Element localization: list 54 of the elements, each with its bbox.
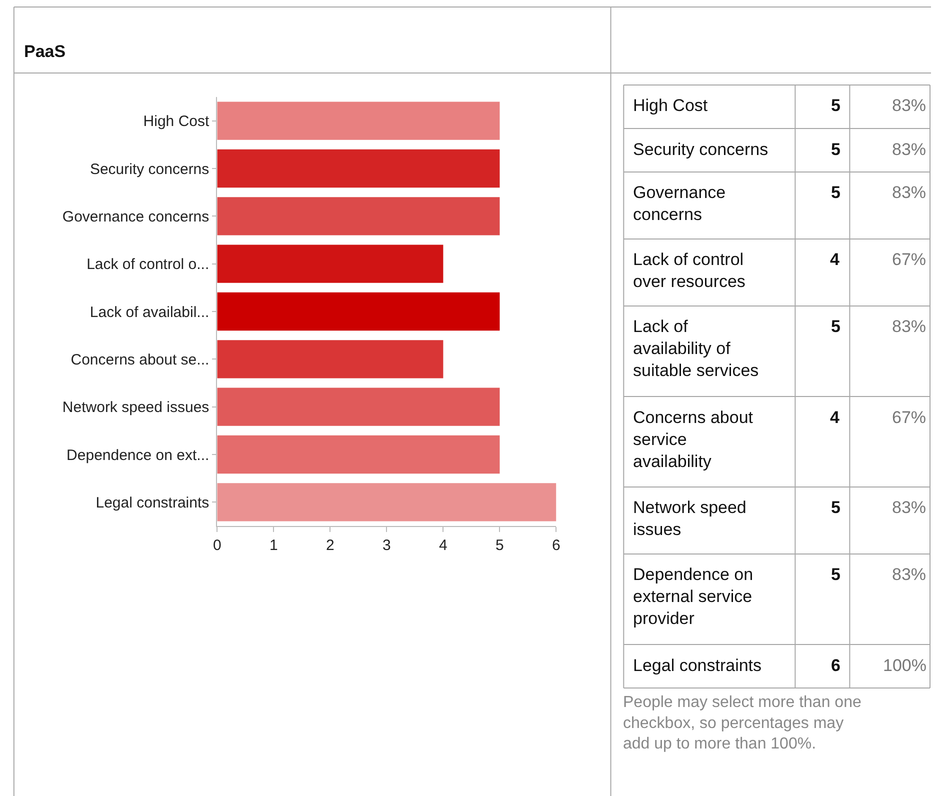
data-label: 5 (831, 498, 840, 517)
data-label: 83% (892, 140, 926, 159)
data-label: 4 (830, 408, 840, 427)
data-label: 5 (831, 565, 840, 584)
data-label: 83% (892, 183, 926, 202)
data-label: 5 (831, 140, 840, 159)
text: People may select more than one checkbox, so percentages may add up to more than 100%. (623, 694, 862, 753)
y-tick-label: Governance concerns (62, 208, 210, 226)
data-label: 83% (892, 317, 926, 336)
bar (217, 388, 500, 426)
bar (217, 435, 500, 474)
category-label: Lack of availability of suitable services (633, 317, 759, 380)
y-tick-label: Dependence on ext... (66, 446, 210, 464)
data-label: 4 (830, 250, 840, 269)
bar (217, 292, 500, 331)
x-tick-label: 0 (212, 537, 222, 554)
x-tick-label: 6 (552, 537, 560, 554)
category-label: Network speed issues (633, 498, 746, 540)
y-tick-label: Concerns about se... (70, 351, 210, 368)
bar (217, 102, 500, 140)
bar (217, 340, 444, 378)
data-label: 83% (892, 565, 926, 584)
x-tick-label: 1 (270, 537, 278, 554)
data-label: 5 (831, 317, 840, 336)
data-label: 83% (892, 498, 926, 517)
category-label: High Cost (633, 96, 708, 115)
data-label: 83% (892, 96, 926, 115)
y-tick-label: High Cost (143, 113, 210, 130)
bar (217, 149, 500, 188)
y-tick-label: Legal constraints (96, 494, 210, 512)
category-label: Lack of control over resources (633, 250, 746, 292)
data-label: 67% (892, 250, 926, 269)
y-tick-label: Lack of control o... (86, 256, 210, 274)
data-label: 67% (892, 408, 926, 427)
x-tick-label: 3 (382, 537, 391, 554)
data-label: 6 (831, 656, 840, 675)
data-label: 100% (883, 656, 926, 675)
category-label: Legal constraints (633, 656, 762, 675)
category-label: Dependence on external service provider (633, 565, 754, 628)
category-label: Security concerns (633, 140, 768, 159)
bar (217, 244, 444, 283)
y-tick-label: Network speed issues (62, 399, 210, 416)
x-tick-label: 4 (439, 537, 448, 554)
category-label: Concerns about service availability (633, 408, 754, 472)
data-label: 5 (831, 96, 840, 115)
x-tick-label: 2 (326, 537, 334, 554)
text: PaaS (24, 42, 66, 61)
y-tick-label: Security concerns (90, 160, 210, 178)
y-tick-label: Lack of availabil... (90, 304, 210, 321)
bar (217, 197, 500, 236)
x-tick-label: 5 (496, 537, 504, 554)
bar (217, 483, 556, 522)
category-label: Governance concerns (633, 183, 726, 224)
data-label: 5 (831, 183, 840, 202)
